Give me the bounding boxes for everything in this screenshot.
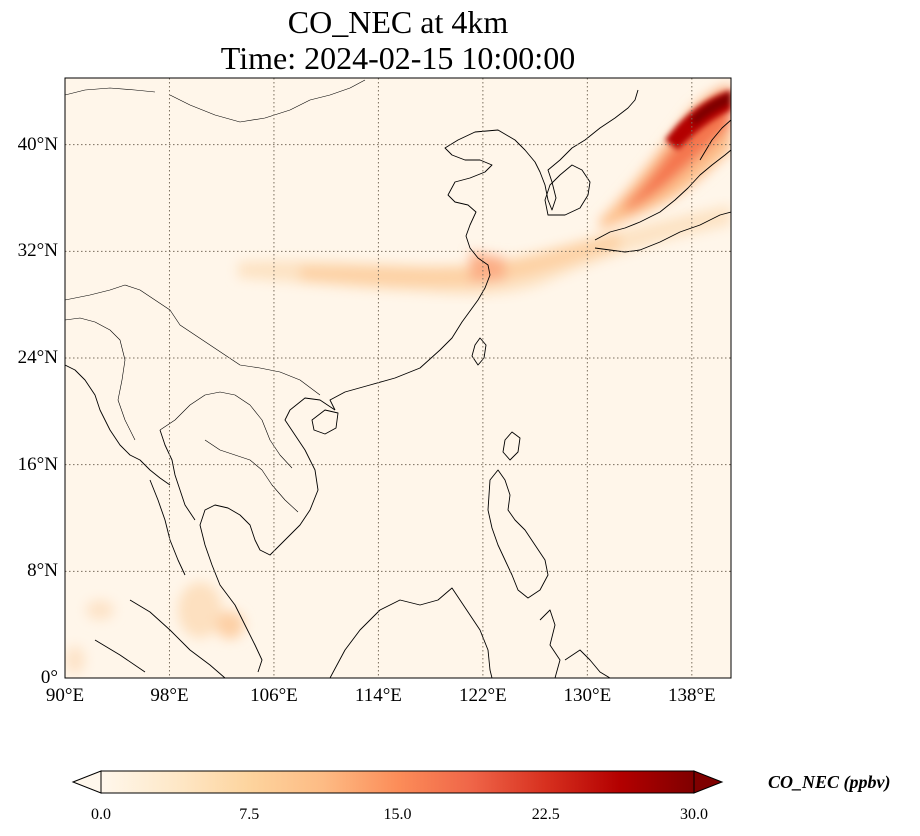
lat-tick-label: 40°N (17, 133, 58, 155)
indochina-coastline (159, 397, 336, 673)
country-borders (65, 79, 366, 513)
lat-tick-label: 8°N (27, 560, 58, 582)
japan-coastline (594, 119, 731, 253)
lon-tick-label: 138°E (667, 685, 716, 706)
hainan-coastline (311, 409, 339, 435)
taiwan-coastline (471, 337, 487, 366)
china-coastline (329, 89, 639, 411)
bay-of-bengal-coastline (65, 364, 186, 576)
map-title-line1: CO_NEC at 4km (287, 4, 509, 40)
lon-tick-label: 98°E (150, 685, 189, 706)
map-frame (64, 77, 732, 679)
colorbar-tick-label: 30.0 (680, 806, 708, 823)
gridlines (65, 78, 731, 678)
lat-tick-label: 32°N (17, 240, 58, 262)
lon-tick-label: 130°E (563, 685, 612, 706)
east-china-plume (238, 205, 731, 296)
sumatra-coastline (94, 599, 226, 678)
colorbar-extend-high (693, 770, 724, 794)
lat-tick-label: 24°N (17, 347, 58, 368)
new-guinea-coastline (564, 649, 611, 678)
coastlines (65, 79, 731, 678)
lon-tick-label: 122°E (459, 685, 507, 706)
lat-tick-label: 16°N (17, 453, 58, 475)
lon-tick-label: 90°E (45, 685, 85, 706)
korea-coastline (544, 164, 591, 216)
lon-tick-label: 114°E (354, 685, 402, 706)
colorbar-extend-low (71, 770, 102, 794)
colorbar (71, 770, 724, 794)
lat-tick-label: 0° (40, 667, 58, 688)
indochina-low-plume (65, 582, 244, 674)
northeast-asia-plume-core (665, 90, 731, 150)
map-background (65, 78, 731, 678)
colorbar-tick-label: 0.0 (91, 806, 111, 823)
lon-tick-label: 106°E (250, 685, 298, 706)
borneo-coastline (329, 587, 493, 678)
colorbar-tick-label: 7.5 (239, 806, 260, 823)
sulawesi-coastline (539, 609, 561, 678)
colorbar-bar (100, 770, 695, 794)
concentration-field (65, 84, 731, 674)
colorbar-tick-label: 15.0 (383, 806, 412, 823)
map-title-line2: Time: 2024-02-15 10:00:00 (220, 40, 576, 76)
philippines-coastline (487, 431, 549, 599)
colorbar-tick-label: 22.5 (531, 806, 560, 823)
colorbar-label: CO_NEC (ppbv) (768, 772, 891, 792)
